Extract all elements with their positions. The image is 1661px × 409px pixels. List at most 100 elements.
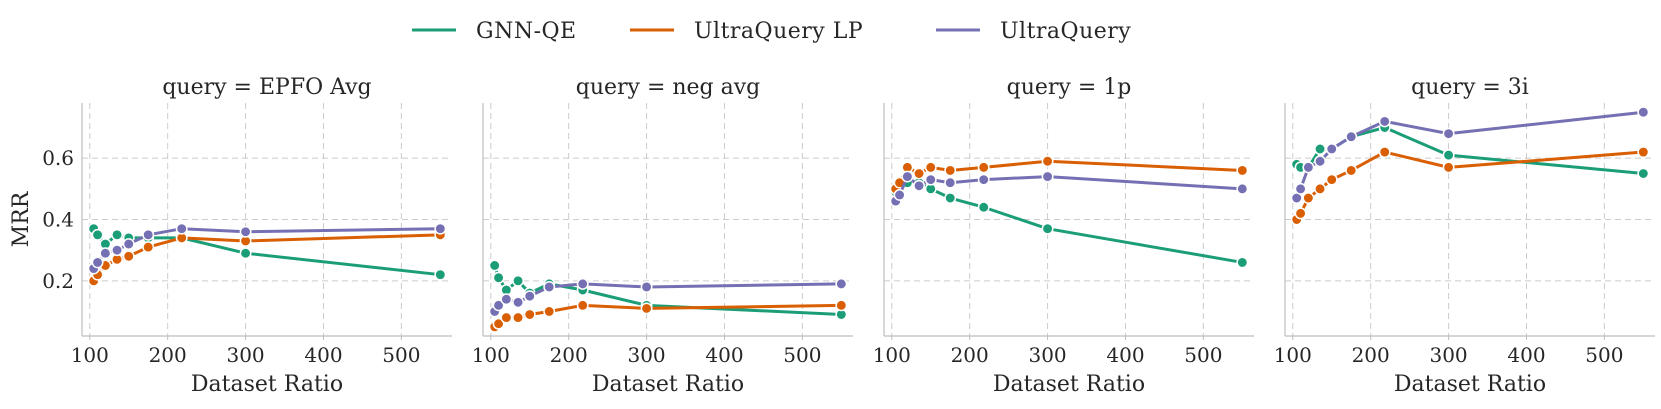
data-point [835,277,848,290]
data-point [142,228,155,241]
data-point [576,277,589,290]
x-tick-label: 200 [550,343,588,367]
x-tick-label: 300 [226,343,264,367]
x-axis-label: Dataset Ratio [1394,372,1546,397]
data-point [111,244,124,257]
data-point [434,268,447,281]
x-tick-label: 500 [1585,343,1623,367]
gridlines [1285,103,1655,336]
data-point [1637,167,1650,180]
data-point [1314,143,1327,155]
legend-label: UltraQuery [1000,19,1131,44]
x-axis-label: Dataset Ratio [993,372,1145,397]
data-point [1302,161,1315,174]
panel-1: query = EPFO Avg 100 200 300 400 500 Dataset R… [9,75,452,397]
data-point [1442,161,1455,174]
x-tick-label: 400 [304,343,342,367]
data-point [492,299,505,312]
legend-item-ultraquery-lp: UltraQuery LP [630,19,863,44]
data-point [1236,182,1249,195]
data-point [1442,127,1455,140]
data-point [111,228,124,241]
data-point [1442,149,1455,162]
data-point [893,189,906,201]
data-point [944,192,957,204]
data-point [512,274,525,287]
data-point [122,250,135,263]
data-point [523,308,536,321]
series-ultraquery-lp [889,155,1249,195]
x-axis-label: Dataset Ratio [592,372,744,397]
x-tick-label: 100 [1274,343,1312,367]
data-point [924,173,937,186]
y-axis-label: MRR [9,190,34,247]
x-tick-label: 400 [1106,343,1144,367]
x-tick-label: 500 [1184,343,1222,367]
x-tick-label: 200 [951,343,989,367]
data-point [239,225,252,238]
data-point [91,228,104,241]
x-tick-label: 300 [627,343,665,367]
data-point [944,164,957,177]
series-ultraquery-lp [488,299,848,333]
data-point [543,305,556,318]
data-point [1637,146,1650,159]
legend-item-gnn-qe: GNN-QE [412,19,576,44]
x-tick-label: 300 [1429,343,1467,367]
gridlines [82,103,452,336]
data-point [576,299,589,312]
data-point [142,241,155,254]
x-tick-label: 500 [382,343,420,367]
data-point [239,247,252,260]
data-point [175,222,188,235]
legend-label: UltraQuery LP [694,19,863,44]
series-ultraquery [87,222,447,275]
data-point [913,179,926,192]
series-ultraquery [1290,106,1650,204]
x-tick-label: 200 [1352,343,1390,367]
series-line [1295,150,1645,221]
series-gnn-qe [889,176,1249,269]
data-point [1378,146,1391,159]
series-ultraquery-lp [1290,146,1650,226]
x-tick-label: 200 [149,343,187,367]
x-tick-label: 100 [873,343,911,367]
data-point [944,176,957,189]
panel-title: query = 3i [1411,75,1529,100]
data-point [977,201,990,214]
data-point [1378,115,1391,128]
panel-title: query = EPFO Avg [162,75,371,100]
data-point [1236,256,1249,269]
panels: query = EPFO Avg 100 200 300 400 500 Dataset R… [9,75,1655,397]
data-point [1345,130,1358,143]
data-point [835,299,848,312]
x-tick-label: 300 [1028,343,1066,367]
x-tick-label: 400 [1507,343,1545,367]
data-point [1325,143,1338,155]
data-point [1314,182,1327,195]
y-tick-label: 0.4 [42,208,74,232]
panel-title: query = neg avg [576,75,761,100]
data-point [512,311,525,324]
data-point [523,290,536,303]
x-tick-label: 100 [472,343,510,367]
y-tick-label: 0.6 [42,146,74,170]
data-point [977,161,990,174]
legend: GNN-QE UltraQuery LP UltraQuery [412,19,1131,44]
data-point [640,280,653,293]
data-point [1314,155,1327,168]
panel-2: query = neg avg 100 200 300 400 500 Dataset Ra… [472,75,853,397]
data-point [500,293,513,306]
data-point [1294,207,1307,220]
panel-4: query = 3i 100 200 300 400 500 Dataset Ratio [1274,75,1655,397]
x-tick-label: 400 [705,343,743,367]
data-point [1041,170,1054,183]
data-point [640,302,653,315]
data-point [924,161,937,174]
x-tick-label: 500 [783,343,821,367]
x-tick-label: 100 [71,343,109,367]
data-point [492,317,505,330]
data-point [1345,164,1358,177]
gridlines [884,103,1254,336]
panel-3: query = 1p 100 200 300 400 500 Dataset Ratio [873,75,1254,397]
